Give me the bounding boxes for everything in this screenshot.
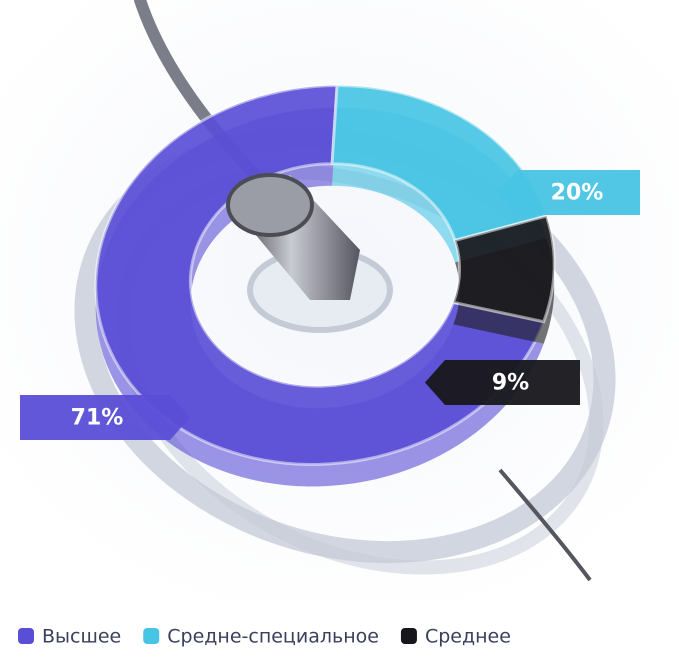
- legend-swatch: [18, 628, 34, 644]
- legend-swatch: [143, 628, 160, 644]
- value-label: 20%: [551, 181, 604, 206]
- label-tag: [425, 360, 580, 405]
- label-tag: [20, 395, 190, 440]
- slice: [451, 214, 556, 324]
- legend-label: Средне-специальное: [167, 626, 379, 648]
- legend-label: Среднее: [425, 626, 511, 648]
- value-label: 9%: [492, 371, 529, 396]
- value-label: 71%: [71, 406, 124, 431]
- legend-label: Высшее: [42, 626, 121, 648]
- connector-cap: [226, 173, 314, 237]
- label-tag: [498, 170, 640, 215]
- legend-swatch: [400, 628, 417, 644]
- cable: [498, 468, 592, 582]
